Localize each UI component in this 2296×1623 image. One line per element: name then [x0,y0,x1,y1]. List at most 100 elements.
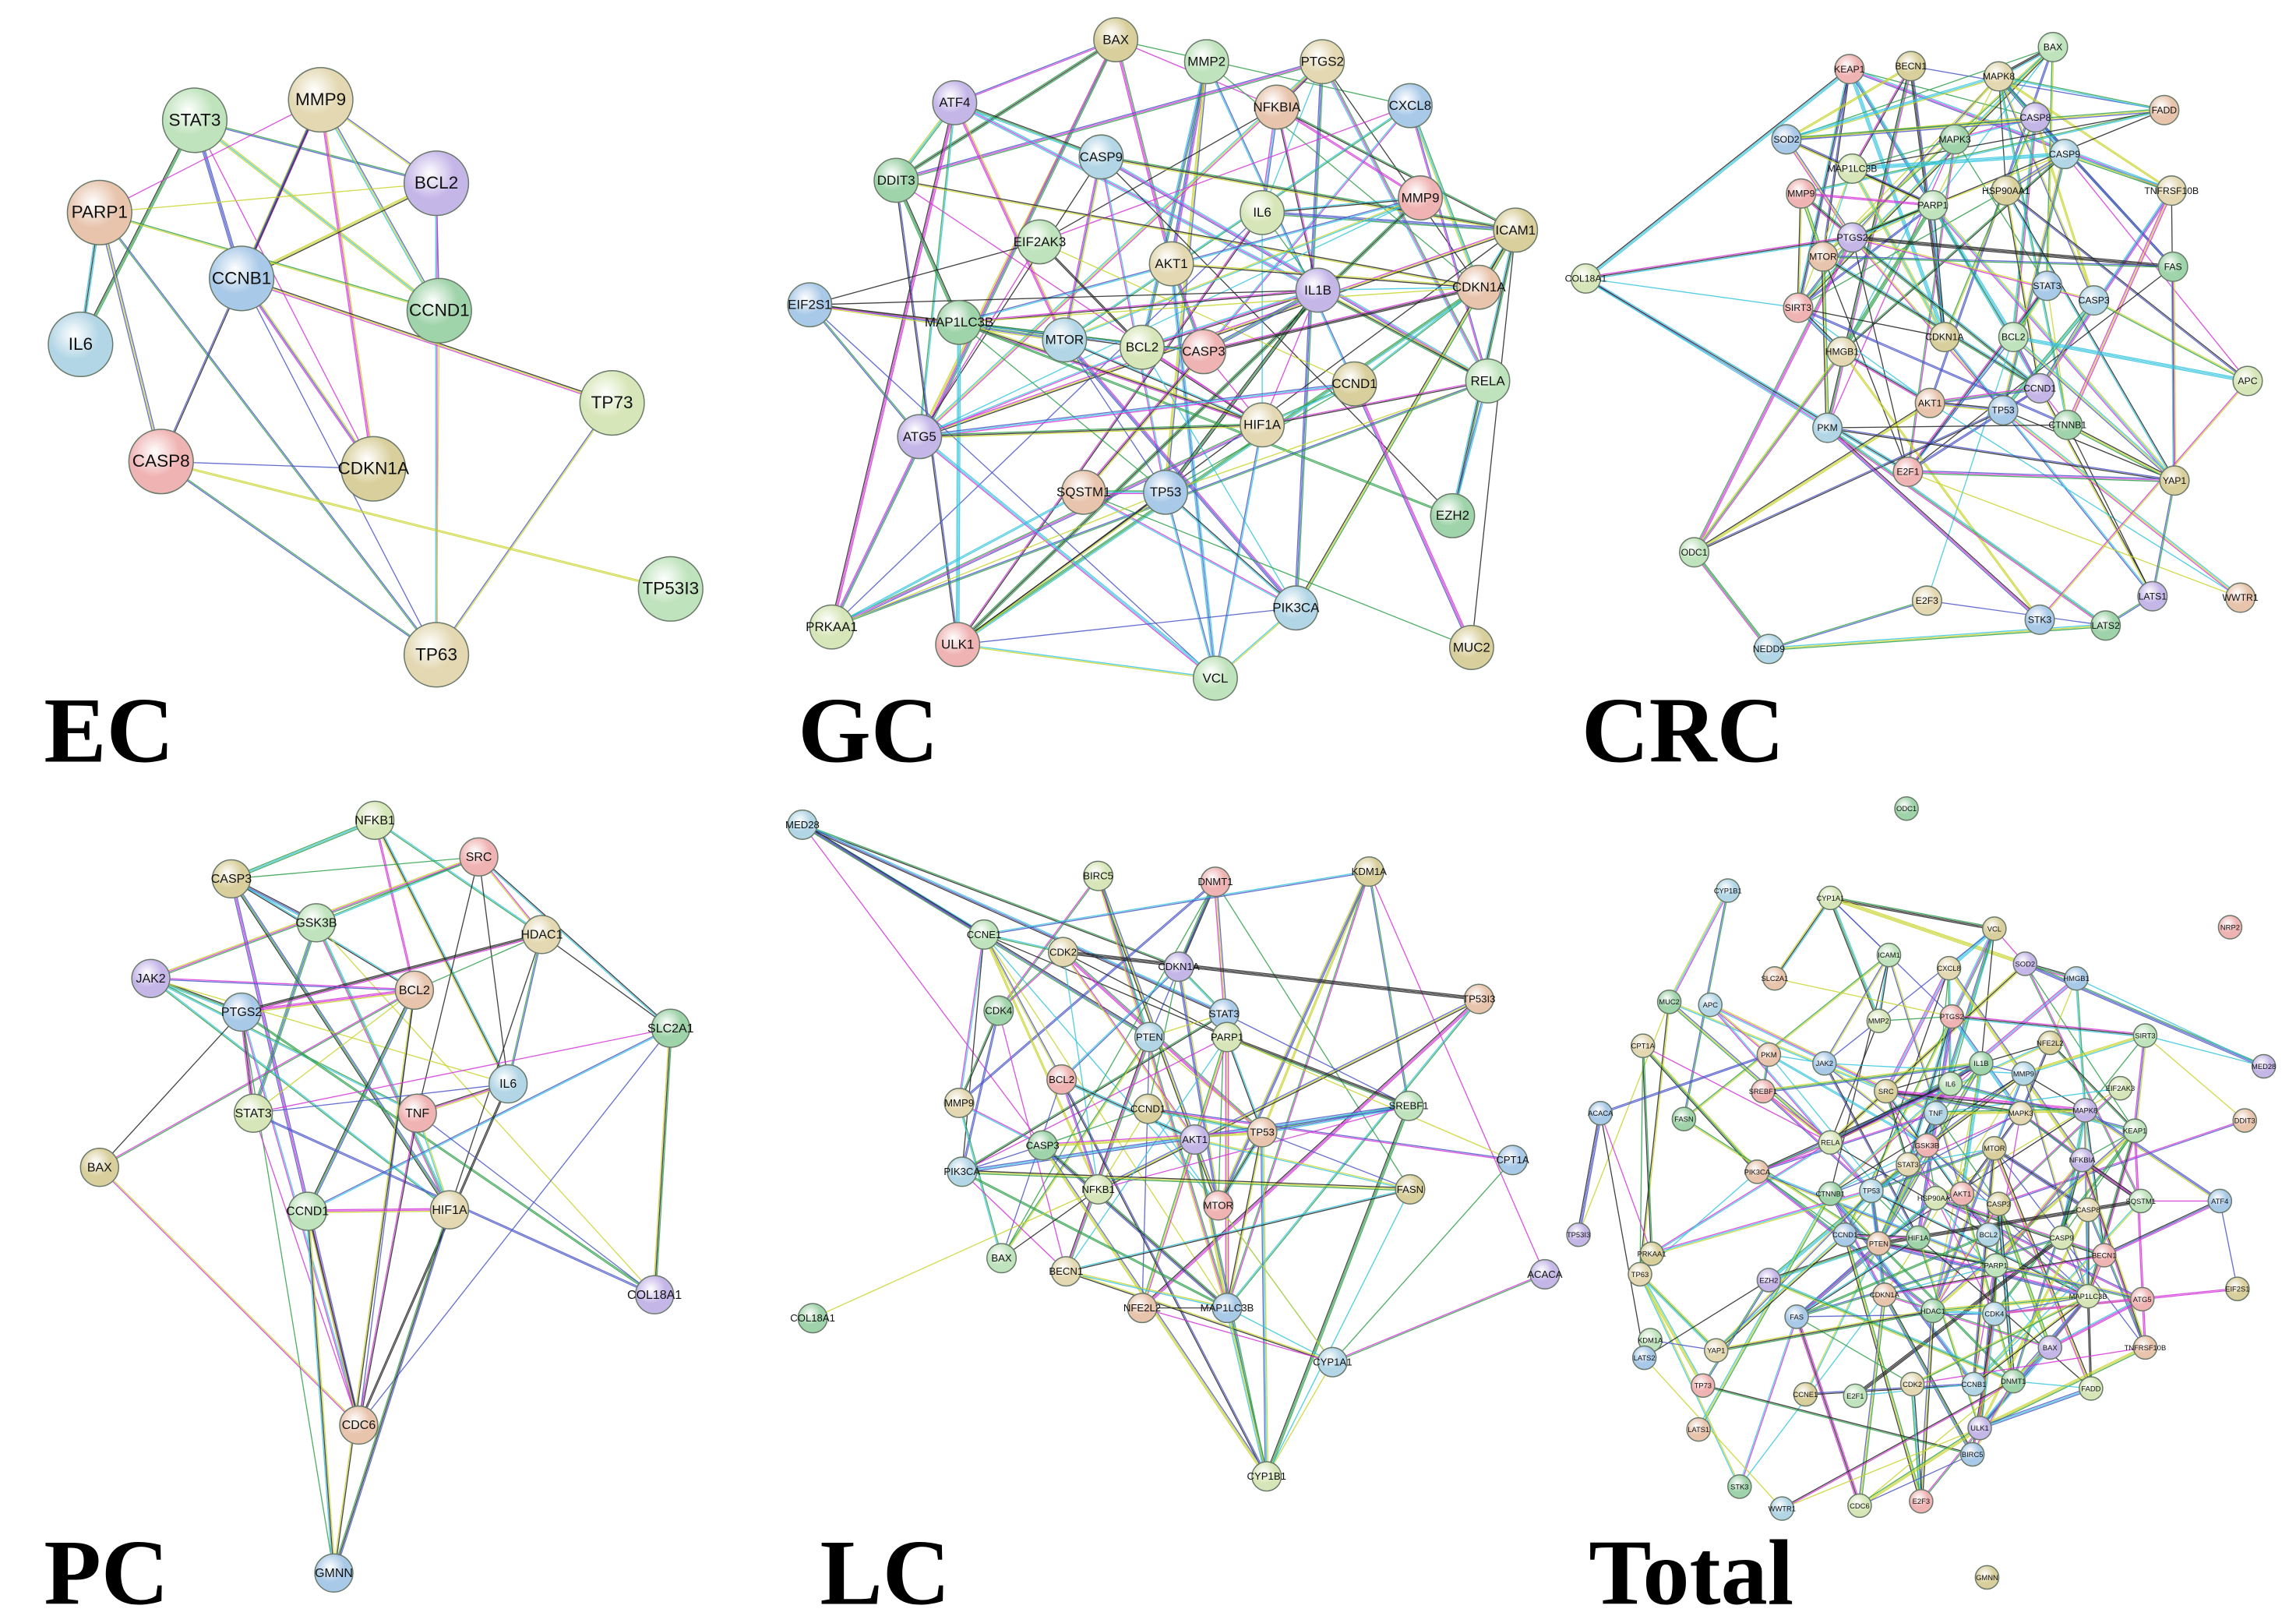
edge [1066,1189,1411,1273]
edge [1683,954,1889,1120]
node [2128,1188,2153,1214]
edge [242,1011,655,1295]
edge [954,102,1318,291]
edge [802,823,1226,1013]
node-label: APC [2238,376,2257,386]
node [209,245,275,312]
node-label: SOD2 [2016,959,2036,968]
edge [1585,277,1910,471]
edge [1227,1307,1269,1477]
edge [1884,967,1949,1092]
edge [1061,1078,1100,1190]
node [2232,365,2263,397]
node [1756,1042,1782,1067]
edge [1769,1278,2015,1381]
edge [1065,157,1103,340]
edge [983,870,1370,935]
node-label: AKT1 [1182,1134,1208,1145]
edge [1822,46,2053,257]
edge [541,933,672,1029]
edge [1912,1346,2146,1385]
edge [2003,408,2242,598]
edge [1994,1159,2082,1265]
edge [1642,1046,1652,1254]
node [1756,1268,1782,1293]
node-label: BIRC5 [1962,1450,1984,1459]
network: STAT3 MMP9 BCL2 PARP1 CCNB1 CCND1 IL6 TP73 CASP8… [44,66,704,783]
edge [954,38,1116,103]
edge [1226,1307,1333,1363]
edge [1933,1131,2136,1313]
node [1939,1004,1965,1029]
edge [2152,480,2176,597]
node [2129,1286,2155,1312]
edge [831,425,1264,629]
edge [919,229,1516,437]
edge [959,286,1480,323]
edge [1852,109,2164,170]
edge [1116,39,1411,107]
node-label: DDIT3 [2234,1116,2255,1124]
node [1899,1371,1925,1397]
node-label: YAP1 [1707,1346,1725,1355]
node [233,1093,273,1133]
edge [809,241,1040,305]
edge [1142,291,1319,349]
edge [1998,1119,2245,1205]
node-label: SIRT3 [1785,302,1812,313]
edge [1786,46,2054,140]
node [1240,402,1286,448]
edge [241,1012,655,1296]
node-label: CCNE1 [1793,1390,1818,1399]
edge [1702,1280,1770,1387]
edge [99,990,415,1169]
edge [918,60,1322,436]
node-label: STK3 [1730,1482,1748,1491]
edge [1063,339,1166,493]
edge [830,102,954,627]
node [1783,292,1814,323]
edge [1885,1293,1974,1455]
edge [984,933,1063,1080]
edge [1694,552,1769,650]
edge [308,990,417,1212]
edge [1214,425,1262,679]
edge [1225,1307,1266,1477]
edge [231,818,375,878]
edge [307,1028,672,1212]
edge [1999,1204,2016,1381]
panel-label: Total [1589,1521,1793,1623]
edge [1949,928,1995,1085]
edge [2013,1159,2084,1382]
edge [1586,69,1851,280]
node [797,1303,828,1334]
edge [1995,1159,2083,1266]
edge [920,62,1324,439]
node-label: TP63 [1631,1270,1649,1279]
edge [1996,1160,2084,1267]
edge [1824,1062,2000,1205]
node [1180,1124,1211,1156]
edge [1756,1112,1936,1172]
edge [1800,193,1933,206]
edge [2065,189,2171,425]
edge [957,491,1166,645]
edge [229,879,450,1212]
edge [1878,1244,2088,1298]
edge [1702,1385,1973,1456]
edge [2084,1035,2146,1111]
edge [2084,1110,2220,1201]
edge [1852,154,2065,171]
edge [1823,1063,1999,1205]
edge [1796,1236,2062,1317]
edge [1261,196,1421,213]
edge [2145,1035,2264,1067]
node-label: E2F3 [1913,1497,1930,1505]
edge [1853,235,2041,388]
edge [896,61,1323,182]
node [1273,585,1319,631]
node-label: KEAP1 [2123,1127,2146,1135]
edge [1979,1386,2091,1427]
edge [984,871,1370,936]
node-label: E2F1 [1846,1392,1864,1400]
